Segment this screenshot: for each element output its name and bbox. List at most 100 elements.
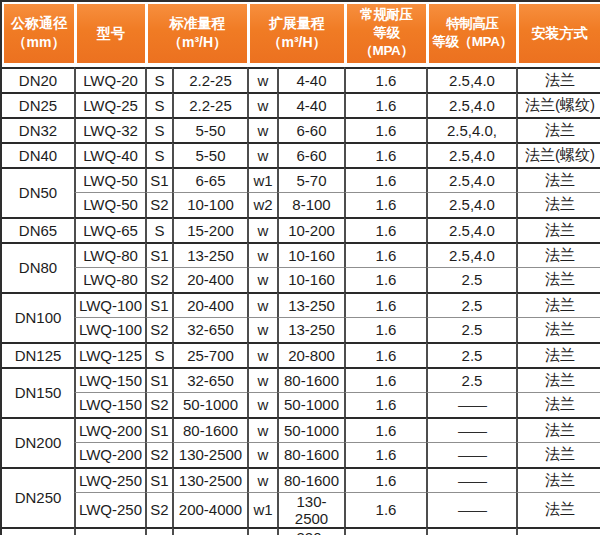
model-cell: LWQ-125 <box>74 342 145 367</box>
high-pressure-rating-cell: 2.5,4.0 <box>426 142 516 167</box>
table-row: DN50LWQ-50S16-65w15-701.62.5,4.0法兰 <box>2 167 600 192</box>
table-row: DN200LWQ-200S180-1600w50-10001.6——法兰 <box>2 417 600 442</box>
model-cell: LWQ-250 <box>74 492 145 527</box>
pressure-rating-cell: 1.6 <box>344 442 426 467</box>
extended-range-cell: 80-1600 <box>277 367 344 392</box>
model-cell: LWQ-20 <box>74 67 145 92</box>
table-row: LWQ-200S2130-2500w80-16001.6——法兰 <box>2 442 600 467</box>
extended-range-cell: 80-1600 <box>277 467 344 492</box>
extended-range-cell: 50-1000 <box>277 392 344 417</box>
standard-range-cell: 5-50 <box>172 117 247 142</box>
standard-range-cell: 15-200 <box>172 217 247 242</box>
pressure-rating-cell: 1.6 <box>344 317 426 342</box>
pressure-rating-cell: 1.6 <box>344 342 426 367</box>
standard-range-cell: 10-100 <box>172 192 247 217</box>
model-cell: LWQ-25 <box>74 92 145 117</box>
table-body: DN20LWQ-20S2.2-25w4-401.62.5,4.0法兰DN25LW… <box>2 67 600 535</box>
standard-grade-cell: S2 <box>145 267 172 292</box>
nominal-diameter-cell: DN300 <box>2 527 74 535</box>
extended-range-cell: 4-40 <box>277 92 344 117</box>
model-cell: LWQ-32 <box>74 117 145 142</box>
extended-range-cell: 5-70 <box>277 167 344 192</box>
pressure-rating-cell: 1.6 <box>344 417 426 442</box>
nominal-diameter-cell: DN20 <box>2 67 74 92</box>
standard-grade-cell: S1 <box>145 242 172 267</box>
nominal-diameter-cell: DN100 <box>2 292 74 342</box>
header-standard-range: 标准量程 （m³/H） <box>145 2 247 67</box>
high-pressure-rating-cell: —— <box>426 492 516 527</box>
high-pressure-rating-cell: 2.5 <box>426 267 516 292</box>
model-cell: LWQ-80 <box>74 242 145 267</box>
high-pressure-rating-cell: 2.5,4.0 <box>426 192 516 217</box>
extended-grade-cell: w <box>247 292 277 317</box>
extended-grade-cell: w1 <box>247 167 277 192</box>
header-extended-range: 扩展量程 （m³/H） <box>247 2 344 67</box>
installation-cell: 法兰 <box>516 367 600 392</box>
high-pressure-rating-cell: 2.5 <box>426 367 516 392</box>
installation-cell: 法兰 <box>516 527 600 535</box>
header-installation: 安装方式 <box>516 2 600 67</box>
extended-grade-cell: w <box>247 92 277 117</box>
pressure-rating-cell: 1.6 <box>344 92 426 117</box>
standard-grade-cell: S <box>145 527 172 535</box>
table-row: LWQ-250S2200-4000w1130-25001.6——法兰 <box>2 492 600 527</box>
extended-grade-cell: w <box>247 342 277 367</box>
installation-cell: 法兰 <box>516 292 600 317</box>
standard-range-cell: 5-50 <box>172 142 247 167</box>
installation-cell: 法兰 <box>516 317 600 342</box>
high-pressure-rating-cell: 2.5 <box>426 342 516 367</box>
extended-grade-cell: w2 <box>247 527 277 535</box>
standard-range-cell: 130-2500 <box>172 467 247 492</box>
pressure-rating-cell: 1.6 <box>344 117 426 142</box>
high-pressure-rating-cell: —— <box>426 417 516 442</box>
nominal-diameter-cell: DN250 <box>2 467 74 527</box>
extended-grade-cell: w <box>247 317 277 342</box>
high-pressure-rating-cell: —— <box>426 527 516 535</box>
high-pressure-rating-cell: 2.5,4.0 <box>426 92 516 117</box>
standard-range-cell: 130-2500 <box>172 442 247 467</box>
table-row: LWQ-80S220-400w10-1601.62.5法兰 <box>2 267 600 292</box>
high-pressure-rating-cell: —— <box>426 442 516 467</box>
extended-range-cell: 6-60 <box>277 142 344 167</box>
extended-range-cell: 10-160 <box>277 242 344 267</box>
nominal-diameter-cell: DN80 <box>2 242 74 292</box>
standard-range-cell: 200-4000 <box>172 527 247 535</box>
standard-grade-cell: S <box>145 67 172 92</box>
extended-grade-cell: w <box>247 467 277 492</box>
high-pressure-rating-cell: —— <box>426 467 516 492</box>
standard-grade-cell: S <box>145 217 172 242</box>
installation-cell: 法兰 <box>516 467 600 492</box>
pressure-rating-cell: 1.6 <box>344 527 426 535</box>
page: 公称通径 （mm） 型号 标准量程 （m³/H） 扩展量程 （m³/H） 常规耐… <box>0 0 600 535</box>
standard-grade-cell: S2 <box>145 392 172 417</box>
extended-grade-cell: w <box>247 242 277 267</box>
header-model: 型号 <box>74 2 145 67</box>
table-row: DN250LWQ-250S1130-2500w80-16001.6——法兰 <box>2 467 600 492</box>
installation-cell: 法兰 <box>516 492 600 527</box>
header-row: 公称通径 （mm） 型号 标准量程 （m³/H） 扩展量程 （m³/H） 常规耐… <box>2 2 600 67</box>
pressure-rating-cell: 1.6 <box>344 467 426 492</box>
table-row: DN80LWQ-80S113-250w10-1601.62.5,4.0法兰 <box>2 242 600 267</box>
extended-range-cell: 50-1000 <box>277 417 344 442</box>
installation-cell: 法兰 <box>516 392 600 417</box>
header-nominal-diameter: 公称通径 （mm） <box>2 2 74 67</box>
extended-grade-cell: w <box>247 142 277 167</box>
standard-grade-cell: S1 <box>145 367 172 392</box>
model-cell: LWQ-150 <box>74 392 145 417</box>
high-pressure-rating-cell: 2.5,4.0 <box>426 217 516 242</box>
installation-cell: 法兰 <box>516 167 600 192</box>
standard-range-cell: 6-65 <box>172 167 247 192</box>
extended-grade-cell: w <box>247 442 277 467</box>
table-row: LWQ-150S250-1000w50-10001.6——法兰 <box>2 392 600 417</box>
model-cell: LWQ-300 <box>74 527 145 535</box>
nominal-diameter-cell: DN25 <box>2 92 74 117</box>
standard-grade-cell: S <box>145 117 172 142</box>
table-row: DN65LWQ-65S15-200w10-2001.62.5,4.0法兰 <box>2 217 600 242</box>
nominal-diameter-cell: DN50 <box>2 167 74 217</box>
nominal-diameter-cell: DN125 <box>2 342 74 367</box>
standard-grade-cell: S <box>145 342 172 367</box>
extended-range-cell: 13-250 <box>277 317 344 342</box>
installation-cell: 法兰 <box>516 67 600 92</box>
extended-grade-cell: w <box>247 367 277 392</box>
standard-range-cell: 200-4000 <box>172 492 247 527</box>
